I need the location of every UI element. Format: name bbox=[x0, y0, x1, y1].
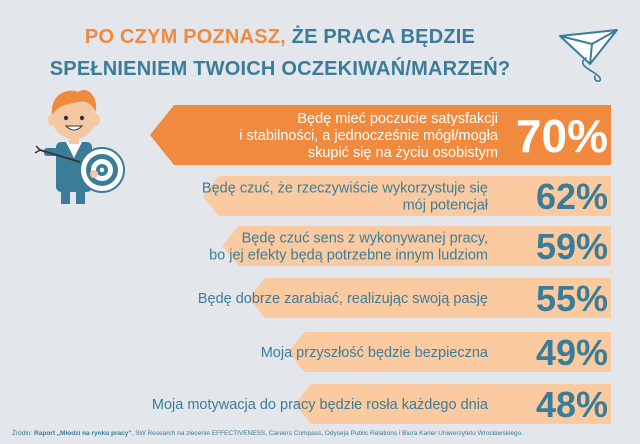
bar-5 bbox=[288, 332, 611, 372]
category-label-6: Moja motywacja do pracy będzie rosła każ… bbox=[152, 397, 489, 413]
category-label-2: Będę czuć, że rzeczywiście wykorzystuje … bbox=[202, 181, 489, 214]
source-report: Raport „Młodzi na rynku pracy” bbox=[34, 430, 132, 437]
category-label-5: Moja przyszłość będzie bezpieczna bbox=[261, 345, 489, 361]
category-label-line: Będę czuć, że rzeczywiście wykorzystuje … bbox=[202, 181, 488, 197]
source-prefix: Źródło: bbox=[12, 430, 35, 437]
category-label-line: Moja przyszłość będzie bezpieczna bbox=[261, 345, 489, 361]
category-label-line: i stabilności, a jednocześnie mógł/mogła bbox=[239, 128, 499, 144]
category-label-line: Będę mieć poczucie satysfakcji bbox=[297, 111, 498, 127]
value-label-4: 55% bbox=[536, 278, 608, 319]
paper-plane-icon bbox=[559, 29, 618, 82]
category-label-line: bo jej efekty będą potrzebne innym ludzi… bbox=[209, 248, 488, 264]
category-label-line: mój potencjał bbox=[403, 198, 489, 214]
title-line-2: SPEŁNIENIEM TWOICH OCZEKIWAŃ/MARZEŃ? bbox=[49, 58, 511, 80]
value-label-5: 49% bbox=[536, 332, 608, 373]
title-part-blue: ŻE PRACA BĘDZIE bbox=[291, 26, 476, 48]
bar-6 bbox=[294, 384, 611, 424]
bar-1 bbox=[150, 105, 611, 165]
category-label-3: Będę czuć sens z wykonywanej pracy, bo je… bbox=[209, 231, 488, 264]
source-rest: , SW Research na zlecenie EFFECTIVENESS,… bbox=[131, 430, 524, 437]
category-label-line: Będę czuć sens z wykonywanej pracy, bbox=[242, 231, 488, 247]
title-part-orange: PO CZYM POZNASZ, bbox=[84, 26, 292, 48]
category-label-line: skupić się na życiu osobistym bbox=[308, 145, 498, 161]
bars-group: 70% Będę mieć poczucie satysfakcji i stabi… bbox=[150, 105, 612, 425]
bar-3 bbox=[222, 226, 611, 266]
value-label-6: 48% bbox=[536, 384, 608, 425]
bar-4 bbox=[248, 278, 612, 318]
category-label-line: Będę dobrze zarabiać, realizując swoją p… bbox=[198, 291, 488, 307]
bar-2 bbox=[202, 176, 611, 216]
category-label-1: Będę mieć poczucie satysfakcji i stabilno… bbox=[239, 111, 499, 161]
person-holding-target-icon bbox=[34, 90, 125, 204]
category-label-4: Będę dobrze zarabiać, realizując swoją p… bbox=[198, 291, 488, 307]
value-label-1: 70% bbox=[516, 110, 608, 162]
title-line-1: PO CZYM POZNASZ, ŻE PRACA BĘDZIE bbox=[0, 26, 560, 49]
value-label-2: 62% bbox=[536, 176, 608, 217]
source-note: Źródło: Raport „Młodzi na rynku pracy”, … bbox=[12, 430, 523, 437]
category-label-line: Moja motywacja do pracy będzie rosła każ… bbox=[152, 397, 489, 413]
value-label-3: 59% bbox=[536, 226, 608, 267]
